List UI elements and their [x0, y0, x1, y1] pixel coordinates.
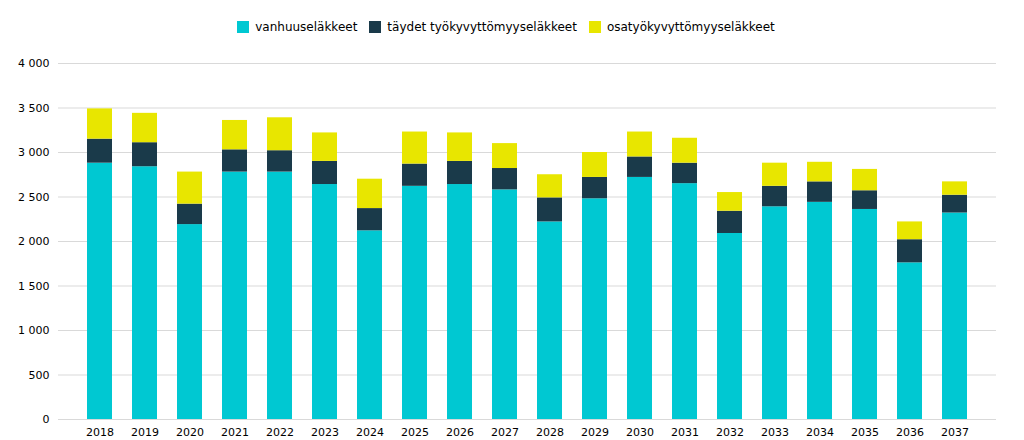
html-text:osatyökyvyttömyyseläkkeet: osatyökyvyttömyyseläkkeet	[606, 19, 775, 34]
html-text:täydet työkyvyttömyyseläkkeet: täydet työkyvyttömyyseläkkeet	[387, 19, 577, 34]
svg-text:2033: 2033	[761, 426, 789, 439]
svg-text:2037: 2037	[941, 426, 969, 439]
svg-text:2023: 2023	[311, 426, 339, 439]
svg-text:2 000: 2 000	[18, 235, 50, 248]
svg-text:2031: 2031	[671, 426, 699, 439]
svg-text:3 500: 3 500	[18, 102, 50, 115]
svg-text:2021: 2021	[221, 426, 249, 439]
svg-text:2027: 2027	[491, 426, 519, 439]
svg-text:4 000: 4 000	[18, 57, 50, 70]
svg-text:2022: 2022	[266, 426, 294, 439]
svg-text:1 500: 1 500	[18, 280, 50, 293]
svg-text:2018: 2018	[86, 426, 114, 439]
svg-text:1 000: 1 000	[18, 324, 50, 337]
svg-text:2035: 2035	[851, 426, 879, 439]
svg-text:2034: 2034	[806, 426, 834, 439]
svg-text:2028: 2028	[536, 426, 564, 439]
svg-text:2036: 2036	[896, 426, 924, 439]
svg-text:2030: 2030	[626, 426, 654, 439]
svg-text:2 500: 2 500	[18, 191, 50, 204]
svg-text:2029: 2029	[581, 426, 609, 439]
svg-text:2024: 2024	[356, 426, 384, 439]
svg-text:2032: 2032	[716, 426, 744, 439]
svg-text:2026: 2026	[446, 426, 474, 439]
svg-text:500: 500	[29, 369, 50, 382]
svg-text:2020: 2020	[176, 426, 204, 439]
svg-text:2019: 2019	[131, 426, 159, 439]
html-text:vanhuuseläkkeet: vanhuuseläkkeet	[255, 19, 358, 34]
svg-text:0: 0	[43, 413, 50, 426]
svg-text:3 000: 3 000	[18, 146, 50, 159]
svg-text:2025: 2025	[401, 426, 429, 439]
